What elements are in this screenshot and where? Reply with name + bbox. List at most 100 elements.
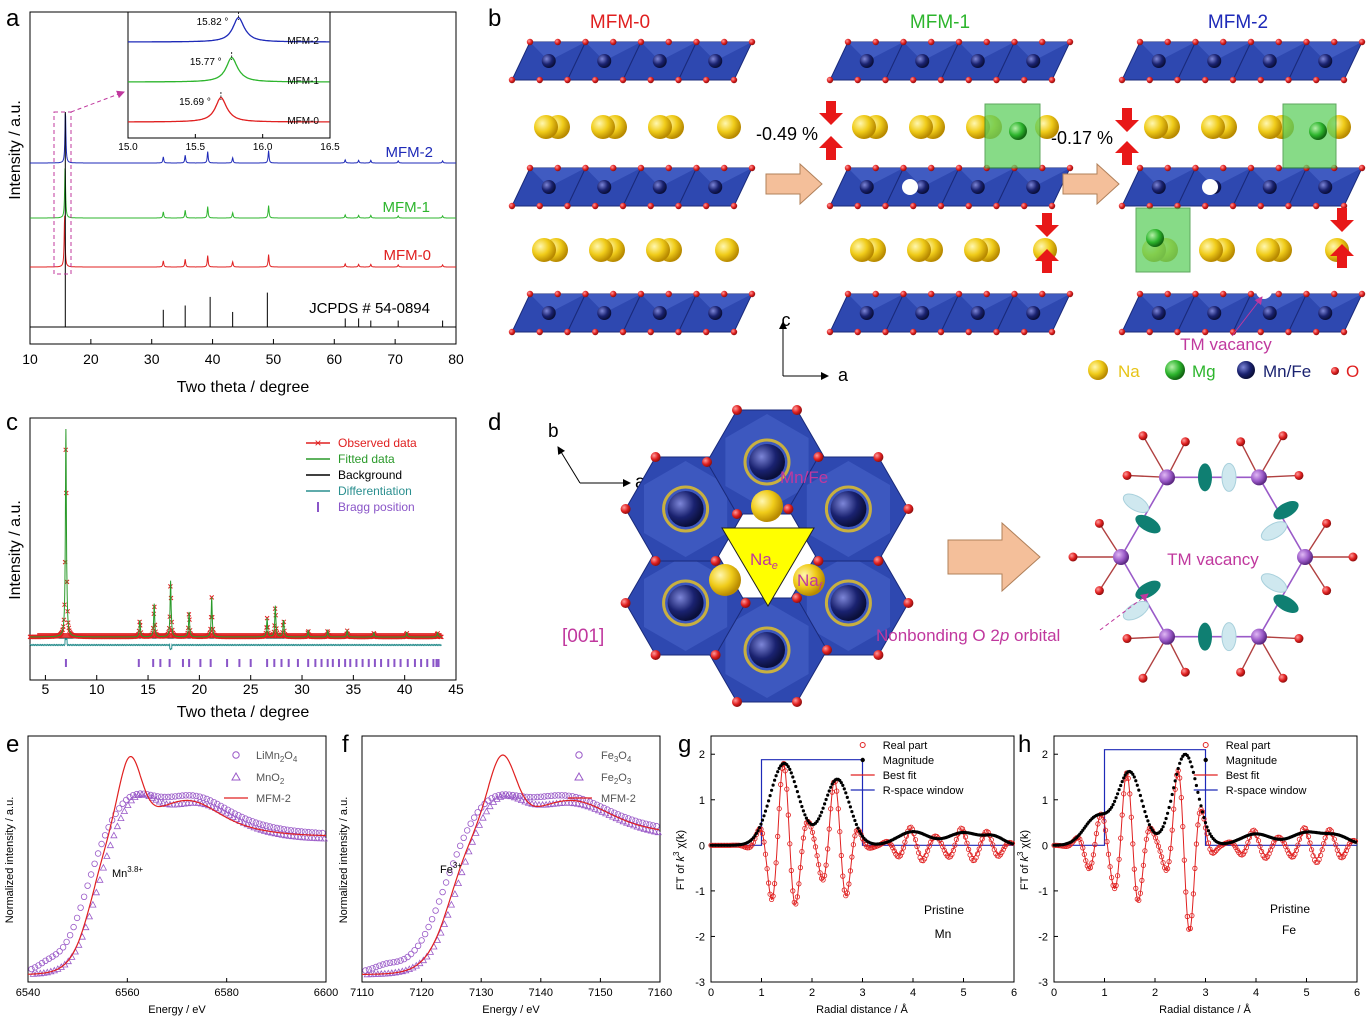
pg-legend-label-0: Real part	[883, 740, 928, 752]
series-label-mfm-1: MFM-1	[383, 199, 431, 216]
slab-2-0-tm-ion	[1151, 54, 1166, 68]
slab-1-0-facet	[1014, 42, 1070, 61]
legend-f-fe2o3-a: Fe	[601, 772, 614, 784]
panel-c-curves	[27, 428, 444, 667]
panel-f-x-ticks: 7110 7120 7130 7140 7150 7160	[350, 978, 672, 999]
panel-g-curves	[708, 759, 1016, 907]
slab-0-0-o-ion	[703, 76, 710, 84]
row2-2-na-ion	[1199, 238, 1223, 262]
slab-1-0-facet	[848, 42, 904, 61]
ph-legend-label-0: Real part	[1226, 740, 1271, 752]
row1-1-na-ion	[909, 115, 933, 139]
pg-legend-marker-1	[860, 757, 865, 763]
orbital-lobe-inner	[1221, 622, 1237, 652]
slab-1-0-o-ion	[826, 76, 834, 84]
ph-xtick-label: 6	[1354, 987, 1360, 999]
fe-valence-text: Fe	[440, 864, 453, 876]
slab-1-1-o-ion	[1048, 202, 1056, 210]
ph-best-fit	[1054, 769, 1358, 932]
panel-e-xtick-label: 6580	[214, 987, 238, 999]
slab-2-1-o-ion	[1358, 164, 1366, 172]
slab-1-1-tm-ion	[970, 180, 985, 194]
panel-c-ylabel: Intensity / a.u.	[7, 500, 24, 600]
slab-1-2-o-ion	[900, 290, 907, 298]
slab-0-2-tm-ion	[708, 306, 723, 320]
panel-h-exafs-fe: 0 1 2 3 4 5 6 -3 -2 -1 0 1 2 Radial distance / Å FT …	[1016, 735, 1360, 1016]
slab-2-2-facet	[1140, 294, 1196, 313]
panel-g-ylabel-c: 3	[672, 851, 681, 856]
layered-structures	[508, 38, 1366, 336]
na-e-text: Na	[750, 550, 772, 569]
compress-mfm2-top-up	[1115, 141, 1139, 165]
slab-2-2-o-ion	[1285, 328, 1292, 336]
orbital-tm-ion	[1159, 469, 1175, 486]
slab-1-1-o-ion	[993, 202, 1000, 210]
slab-2-0-tm-ion	[1262, 54, 1277, 68]
panel-g-ylabel: FT of k3 χ(k)	[672, 830, 687, 890]
tm-vacancy-label-d: TM vacancy	[1167, 550, 1259, 569]
slab-2-2-o-ion	[1358, 290, 1366, 298]
slab-2-0-o-ion	[1340, 76, 1348, 84]
tm-o-bond	[1258, 636, 1284, 679]
slab-1-2-facet	[1014, 294, 1070, 313]
slab-1-2-facet	[848, 294, 904, 313]
fitted-data	[30, 428, 442, 638]
orbital-o-ion	[1138, 431, 1148, 441]
legend-b: Na Mg Mn/Fe O	[1088, 360, 1359, 381]
slab-1-0-o-ion	[937, 76, 945, 84]
slab-2-2-o-ion	[1340, 328, 1348, 336]
hex-o-ion	[620, 598, 631, 608]
hex-o-ion	[813, 555, 824, 566]
slab-1-0-o-ion	[844, 38, 852, 46]
row1-1-na-ion	[966, 115, 990, 139]
hex-tm-ion-2	[667, 585, 704, 621]
slab-0-2-o-ion	[526, 290, 534, 298]
slab-1-0-o-ion	[1039, 38, 1046, 46]
slab-0-0-o-ion	[582, 38, 589, 46]
tm-vacancy-label-b: TM vacancy	[1180, 335, 1272, 354]
na-e-sub: e	[772, 560, 778, 572]
panel-a-xtick-label: 70	[387, 351, 403, 367]
pe-curves-ref-circles	[28, 790, 326, 973]
pe-curves-mfm2-line	[28, 756, 326, 975]
slab-1-2-o-ion	[1011, 290, 1018, 298]
panel-g-exafs-mn: 0 1 2 3 4 5 6 -3 -2 -1 0 1 2 Radial distance / Å FT …	[672, 735, 1017, 1016]
row1-0-na-ion	[717, 115, 741, 139]
orbital-lobe-outer	[1135, 580, 1161, 600]
slab-2-1-tm-ion	[1318, 180, 1333, 194]
panel-d-honeycomb: b a Mn/Fe Nae Naf [001] TM vacancy Nonbo…	[548, 405, 1358, 707]
panel-g-pristine: Pristine	[924, 903, 964, 917]
orbital-tm-ion	[1251, 628, 1267, 645]
panel-h-ylabel: FT of k3 χ(k)	[1016, 830, 1031, 890]
panel-a-xtick-label: 60	[326, 351, 342, 367]
xrd-curve-mfm-1	[30, 168, 456, 219]
slab-0-0-o-ion	[508, 76, 516, 84]
slab-1-1-o-ion	[900, 164, 907, 172]
slab-2-0-facet	[1306, 42, 1362, 61]
compress-mfm2-bottom-down	[1330, 208, 1354, 232]
hex-o-ion	[732, 696, 742, 707]
slab-1-0-o-ion	[872, 38, 879, 46]
ph-xtick-label: 4	[1253, 987, 1259, 999]
slab-0-1-o-ion	[508, 202, 516, 210]
slab-2-0-facet	[1140, 42, 1196, 61]
hex-tm-ion-0	[830, 585, 867, 621]
slab-1-2-o-ion	[1039, 290, 1046, 298]
slab-2-1-o-ion	[1164, 164, 1171, 172]
slab-0-0-o-ion	[748, 38, 756, 46]
slab-2-2-o-ion	[1146, 328, 1153, 336]
legend-e-limn2o4-a: LiMn	[256, 750, 280, 762]
ph-legend-marker-1	[1203, 757, 1208, 763]
slab-1-1-o-ion	[854, 202, 861, 210]
legend-f-mfm2: MFM-2	[601, 793, 636, 805]
slab-2-0-o-ion	[1174, 76, 1181, 84]
mg-ion-mfm2-bottom	[1146, 229, 1164, 247]
ph-ytick-label: -3	[1038, 977, 1048, 989]
panel-c-xtick-label: 15	[140, 681, 156, 697]
panel-h-curves	[1051, 749, 1359, 932]
slab-1-2-o-ion	[872, 290, 879, 298]
slab-2-2-facet	[1306, 294, 1362, 313]
slab-2-1-tm-ion	[1151, 180, 1166, 194]
legend-c-fitted: Fitted data	[338, 452, 395, 466]
slab-2-1-o-ion	[1229, 202, 1237, 210]
